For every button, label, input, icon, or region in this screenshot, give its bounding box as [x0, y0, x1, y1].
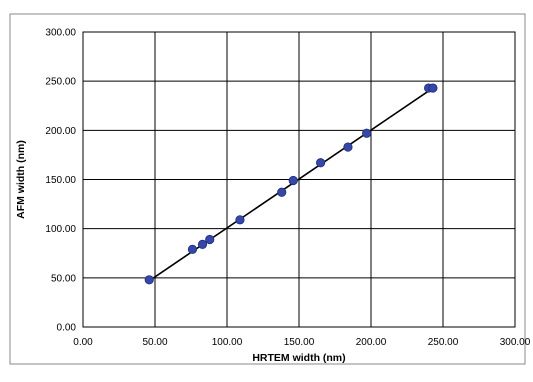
- data-point: [197, 239, 208, 249]
- x-tick-label: 50.00: [142, 337, 167, 348]
- data-point: [315, 158, 326, 168]
- data-point: [235, 215, 245, 225]
- data-point: [343, 142, 353, 152]
- data-point: [144, 275, 154, 285]
- x-tick-label: 150.00: [284, 337, 315, 348]
- data-point: [428, 83, 438, 93]
- x-tick-label: 200.00: [356, 337, 387, 348]
- data-point: [187, 244, 198, 254]
- y-tick-label: 200.00: [45, 126, 76, 137]
- x-tick-label: 100.00: [212, 337, 243, 348]
- data-point: [362, 128, 372, 138]
- y-tick-label: 250.00: [45, 77, 76, 88]
- y-axis-tick-labels: 0.00 50.00 100.00 150.00 200.00 250.00 300.00: [45, 28, 76, 334]
- y-tick-label: 100.00: [45, 224, 76, 235]
- y-tick-label: 50.00: [51, 273, 76, 284]
- data-point: [205, 234, 215, 245]
- x-tick-label: 0.00: [73, 337, 93, 348]
- x-axis-tick-labels: 0.00 50.00 100.00 150.00 200.00 250.00 300.00: [73, 337, 530, 348]
- data-point: [288, 175, 298, 186]
- x-tick-label: 300.00: [500, 337, 531, 348]
- data-point: [277, 187, 287, 197]
- y-tick-label: 300.00: [45, 28, 76, 39]
- y-tick-label: 0.00: [57, 323, 77, 334]
- y-axis-title: AFM width (nm): [15, 140, 27, 219]
- data-points: [144, 83, 438, 285]
- x-axis-title: HRTEM width (nm): [252, 352, 345, 364]
- y-tick-label: 150.00: [45, 175, 76, 186]
- x-tick-label: 250.00: [428, 337, 459, 348]
